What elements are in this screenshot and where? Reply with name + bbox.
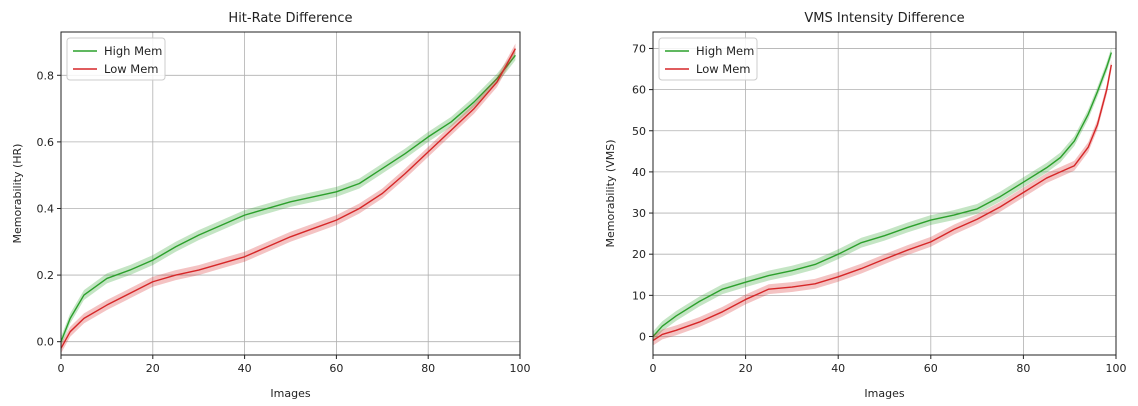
x-tick-label: 60 [924, 362, 938, 375]
x-tick-label: 20 [146, 362, 160, 375]
series-line [60, 54, 516, 342]
confidence-band [653, 59, 1112, 346]
x-tick-label: 0 [58, 362, 65, 375]
legend-entry: High Mem [104, 44, 162, 58]
confidence-band [653, 47, 1112, 342]
y-tick-label: 50 [632, 125, 646, 138]
legend-entry: High Mem [696, 44, 754, 58]
y-tick-label: 40 [632, 166, 646, 179]
y-tick-label: 0.0 [37, 336, 55, 349]
x-tick-label: 20 [739, 362, 753, 375]
x-tick-label: 80 [1016, 362, 1030, 375]
series-low-mem [60, 43, 517, 354]
confidence-band [61, 50, 516, 347]
series-low-mem [652, 59, 1113, 346]
y-tick-label: 30 [632, 207, 646, 220]
y-tick-label: 70 [632, 42, 646, 55]
y-tick-label: 0.8 [37, 69, 55, 82]
x-tick-label: 60 [329, 362, 343, 375]
y-tick-label: 0 [639, 330, 646, 343]
x-tick-label: 100 [510, 362, 531, 375]
chart-1: 0 20 40 60 80 100 0 10 20 30 40 50 60 70 VMS Intensity… [604, 11, 1127, 400]
y-tick-label: 0.2 [37, 269, 55, 282]
legend: High Mem Low Mem [658, 37, 758, 81]
x-axis-label: Images [270, 387, 310, 400]
series-high-mem [60, 50, 516, 347]
series-line [652, 64, 1113, 342]
x-tick-label: 0 [650, 362, 657, 375]
y-axis-label: Memorability (VMS) [604, 139, 617, 247]
plot-frame [652, 31, 1117, 356]
chart-title: Hit-Rate Difference [228, 11, 352, 26]
x-axis-label: Images [864, 387, 904, 400]
x-tick-label: 40 [238, 362, 252, 375]
x-tick-label: 80 [421, 362, 435, 375]
y-tick-label: 60 [632, 84, 646, 97]
y-tick-label: 0.6 [37, 136, 55, 149]
series-high-mem [652, 47, 1113, 342]
y-tick-label: 10 [632, 289, 646, 302]
series-line [60, 48, 517, 349]
x-tick-label: 40 [831, 362, 845, 375]
y-axis-label: Memorability (HR) [11, 144, 24, 244]
legend-entry: Low Mem [696, 62, 751, 76]
chart-title: VMS Intensity Difference [804, 11, 964, 26]
chart-0: 0 20 40 60 80 100 0.0 0.2 0.4 0.6 0.8 Hit-Rate Diff… [11, 11, 531, 400]
series-line [652, 52, 1113, 337]
legend: High Mem Low Mem [66, 37, 166, 81]
legend-entry: Low Mem [104, 62, 159, 76]
y-tick-label: 0.4 [37, 202, 55, 215]
plot-frame [60, 31, 521, 356]
x-tick-label: 100 [1106, 362, 1127, 375]
y-tick-label: 20 [632, 248, 646, 261]
